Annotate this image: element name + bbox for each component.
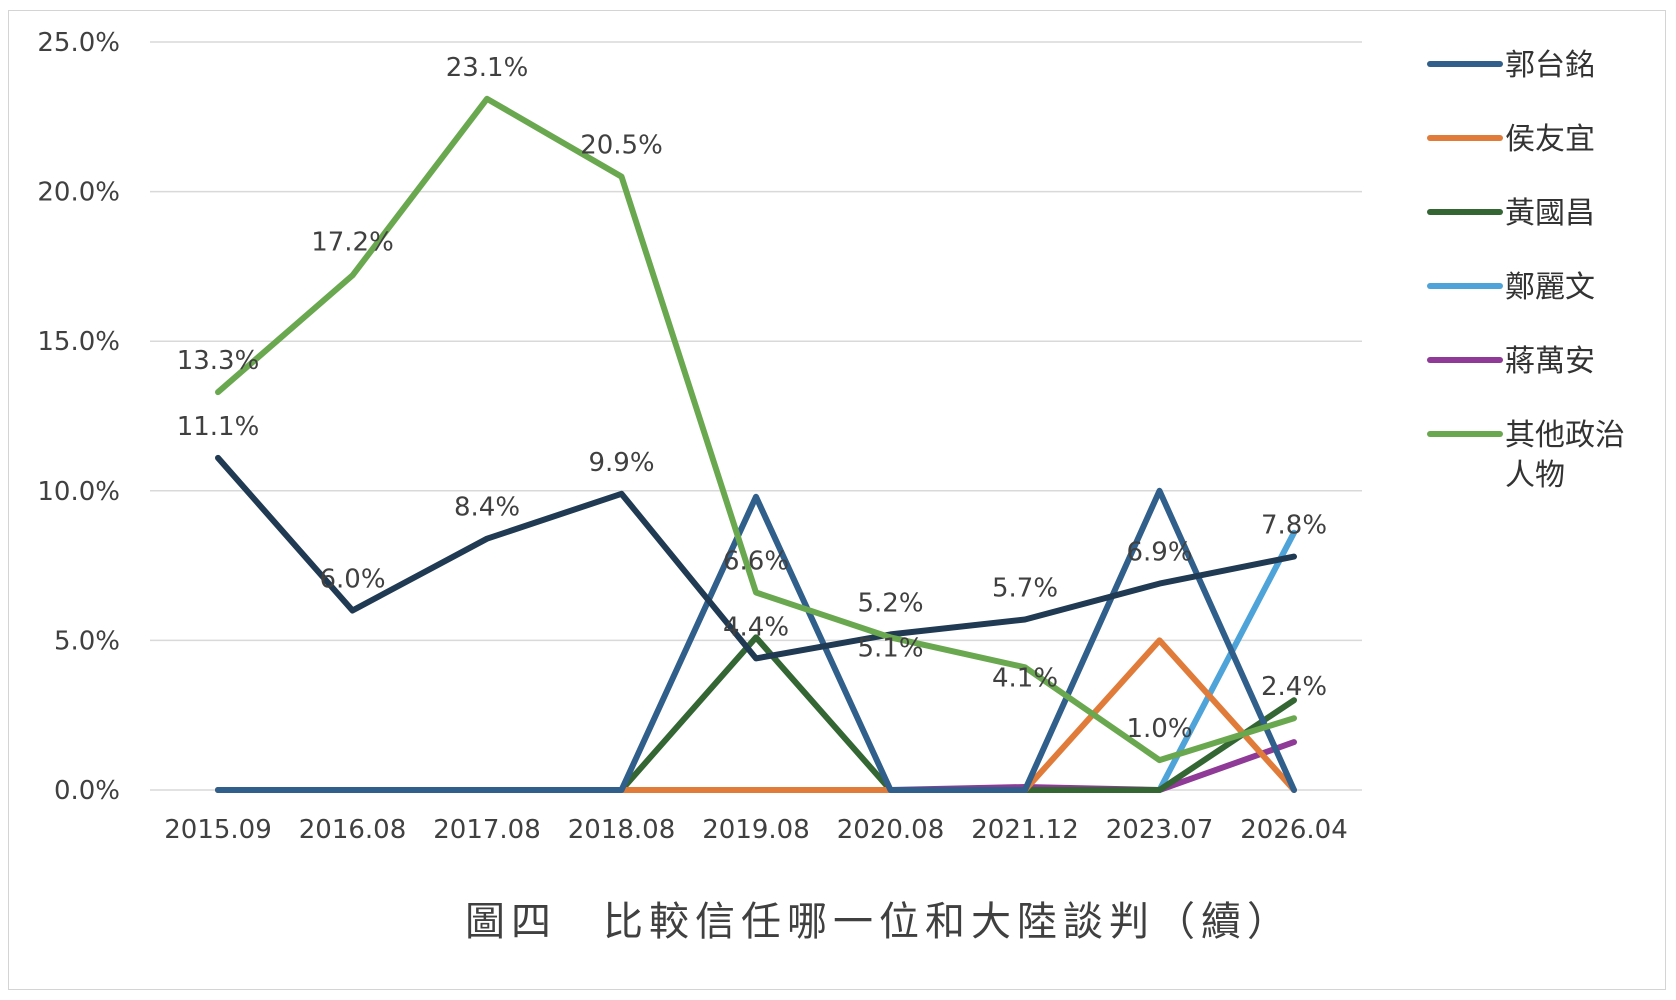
data-label: 5.1% bbox=[857, 633, 923, 663]
x-tick-label: 2026.04 bbox=[1240, 815, 1348, 845]
data-label: 8.4% bbox=[454, 493, 520, 523]
y-tick-label: 10.0% bbox=[37, 477, 120, 507]
data-label: 1.0% bbox=[1126, 714, 1192, 744]
y-tick-label: 0.0% bbox=[54, 776, 120, 806]
x-tick-label: 2018.08 bbox=[568, 815, 676, 845]
x-tick-label: 2016.08 bbox=[299, 815, 407, 845]
legend-entry-5: 其他政治人物 bbox=[1505, 418, 1625, 493]
data-label: 5.7% bbox=[992, 573, 1058, 603]
y-tick-label: 5.0% bbox=[54, 626, 120, 656]
data-labels: 13.3% 17.2% 23.1% 20.5% 6.6% 5.1% 4.1% 1.0% 2.4%… bbox=[177, 53, 1327, 744]
y-axis-ticks: 0.0% 5.0% 10.0% 15.0% 20.0% 25.0% bbox=[37, 28, 120, 806]
series-line-2 bbox=[215, 487, 1297, 793]
legend-entry-4: 蔣萬安 bbox=[1505, 344, 1595, 379]
legend-entry-1: 侯友宜 bbox=[1505, 122, 1595, 157]
x-tick-label: 2023.07 bbox=[1106, 815, 1214, 845]
data-label: 5.2% bbox=[857, 588, 923, 618]
data-label: 6.0% bbox=[319, 564, 385, 594]
legend-entry-3: 鄭麗文 bbox=[1505, 270, 1595, 305]
chart-caption: 圖四 比較信任哪一位和大陸談判（續） bbox=[465, 899, 1293, 945]
series-line-0 bbox=[215, 95, 1297, 764]
x-tick-label: 2020.08 bbox=[837, 815, 945, 845]
y-tick-label: 20.0% bbox=[37, 178, 120, 208]
grid-lines bbox=[150, 41, 1362, 791]
data-label: 11.1% bbox=[177, 412, 260, 442]
data-label: 7.8% bbox=[1261, 511, 1327, 541]
data-label: 9.9% bbox=[588, 448, 654, 478]
series-lines bbox=[215, 95, 1297, 793]
data-label: 20.5% bbox=[580, 131, 663, 161]
y-tick-label: 25.0% bbox=[37, 28, 120, 58]
series-line-1 bbox=[215, 454, 1297, 662]
x-axis-ticks: 2015.09 2016.08 2017.08 2018.08 2019.08 2020.… bbox=[164, 815, 1348, 845]
chart-frame bbox=[8, 10, 1666, 990]
data-label: 17.2% bbox=[311, 227, 394, 257]
legend-entry-2: 黃國昌 bbox=[1505, 196, 1595, 231]
data-label: 4.4% bbox=[723, 612, 789, 642]
data-label: 6.9% bbox=[1126, 538, 1192, 568]
data-label: 2.4% bbox=[1261, 672, 1327, 702]
data-label: 13.3% bbox=[177, 346, 260, 376]
data-label: 4.1% bbox=[992, 663, 1058, 693]
data-label: 6.6% bbox=[723, 547, 789, 577]
series-line-6 bbox=[215, 739, 1297, 793]
legend-entry-0: 郭台銘 bbox=[1505, 48, 1595, 83]
data-label: 23.1% bbox=[446, 53, 529, 83]
y-tick-label: 15.0% bbox=[37, 327, 120, 357]
x-tick-label: 2019.08 bbox=[702, 815, 810, 845]
x-tick-label: 2021.12 bbox=[971, 815, 1079, 845]
x-tick-label: 2017.08 bbox=[433, 815, 541, 845]
x-tick-label: 2015.09 bbox=[164, 815, 272, 845]
